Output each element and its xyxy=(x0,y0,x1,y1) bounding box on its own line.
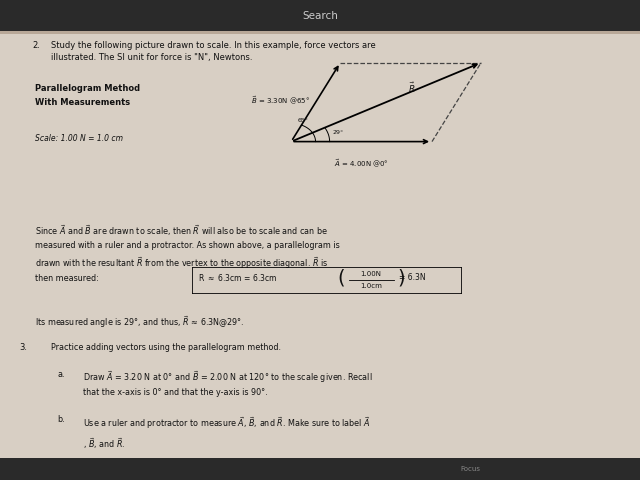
FancyBboxPatch shape xyxy=(0,458,640,480)
Text: 2.: 2. xyxy=(32,41,40,50)
Text: Parallelogram Method: Parallelogram Method xyxy=(35,84,140,93)
Text: 29°: 29° xyxy=(333,131,344,135)
Text: 1.00N: 1.00N xyxy=(361,271,381,277)
Text: $\vec{R}$: $\vec{R}$ xyxy=(408,81,415,95)
Text: ): ) xyxy=(397,269,405,288)
Text: (: ( xyxy=(337,269,345,288)
FancyBboxPatch shape xyxy=(0,34,640,461)
Text: Since $\vec{A}$ and $\vec{B}$ are drawn to scale, then $\vec{R}$ will also be to: Since $\vec{A}$ and $\vec{B}$ are drawn … xyxy=(35,223,340,284)
Text: Search: Search xyxy=(302,11,338,21)
Text: a.: a. xyxy=(58,370,65,379)
Text: = 6.3N: = 6.3N xyxy=(399,273,426,282)
Text: 3.: 3. xyxy=(19,343,27,352)
Text: Focus: Focus xyxy=(461,467,481,472)
Text: R $\approx$ 6.3cm = 6.3cm: R $\approx$ 6.3cm = 6.3cm xyxy=(198,272,278,283)
Text: 1.0cm: 1.0cm xyxy=(360,283,382,289)
Text: Its measured angle is 29°, and thus, $\vec{R}$ ≈ 6.3N@29°.: Its measured angle is 29°, and thus, $\v… xyxy=(35,314,244,330)
Text: Draw $\vec{A}$ = 3.20 N at 0° and $\vec{B}$ = 2.00 N at 120° to the scale given.: Draw $\vec{A}$ = 3.20 N at 0° and $\vec{… xyxy=(83,370,373,397)
Text: 65°: 65° xyxy=(298,119,308,123)
FancyBboxPatch shape xyxy=(0,0,640,31)
Text: $\vec{B}$ = 3.30N @65°: $\vec{B}$ = 3.30N @65° xyxy=(251,94,310,106)
Text: Practice adding vectors using the parallelogram method.: Practice adding vectors using the parall… xyxy=(51,343,281,352)
Text: Study the following picture drawn to scale. In this example, force vectors are
i: Study the following picture drawn to sca… xyxy=(51,41,376,61)
Text: Use a ruler and protractor to measure $\vec{A}$, $\vec{B}$, and $\vec{R}$. Make : Use a ruler and protractor to measure $\… xyxy=(83,415,371,451)
Text: With Measurements: With Measurements xyxy=(35,98,131,108)
Text: Scale: 1.00 N = 1.0 cm: Scale: 1.00 N = 1.0 cm xyxy=(35,134,123,144)
Text: b.: b. xyxy=(58,415,65,424)
Text: $\vec{A}$ = 4.00N @0°: $\vec{A}$ = 4.00N @0° xyxy=(334,157,389,169)
